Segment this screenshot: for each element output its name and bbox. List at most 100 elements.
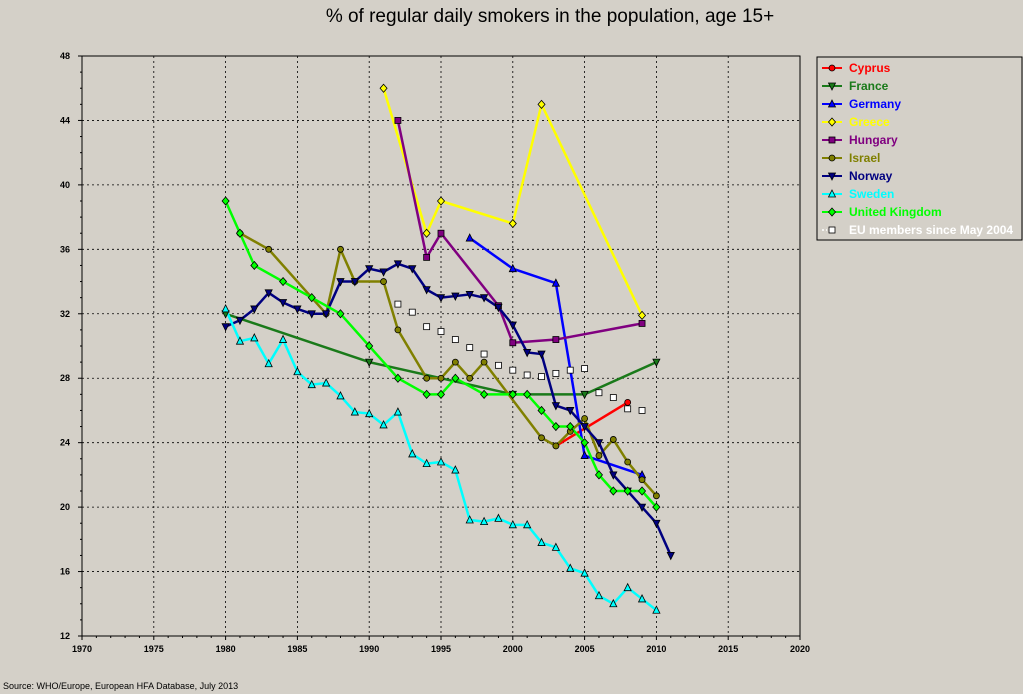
- legend-label-france: France: [849, 79, 889, 93]
- data-point-sweden: [479, 516, 489, 526]
- data-point-norway: [278, 299, 288, 308]
- legend-marker-sweden: [827, 189, 837, 198]
- data-point-sweden: [278, 334, 288, 343]
- data-point-eu-members-since-may-2004: [595, 389, 603, 397]
- data-point-united-kingdom: [436, 389, 446, 399]
- data-point-sweden: [652, 605, 661, 614]
- data-point-greece: [379, 83, 388, 93]
- data-point-norway: [594, 439, 604, 448]
- x-tick-label: 1990: [359, 644, 379, 654]
- data-point-united-kingdom: [365, 341, 374, 351]
- data-point-eu-members-since-may-2004: [509, 366, 517, 374]
- data-point-sweden: [422, 458, 431, 468]
- x-tick-label: 2015: [718, 644, 738, 654]
- data-point-eu-members-since-may-2004: [394, 300, 402, 308]
- data-point-norway: [537, 350, 546, 359]
- data-point-greece: [537, 99, 546, 109]
- data-point-united-kingdom: [580, 438, 589, 448]
- data-point-norway: [365, 265, 374, 274]
- series-line-israel: [239, 232, 658, 497]
- data-point-israel: [480, 358, 488, 366]
- data-point-sweden: [566, 563, 575, 572]
- data-point-united-kingdom: [422, 389, 431, 399]
- data-point-sweden: [508, 519, 517, 529]
- data-point-united-kingdom: [508, 389, 517, 399]
- x-tick-label: 1985: [287, 644, 307, 654]
- series-line-hungary: [396, 120, 643, 345]
- legend-marker-france: [827, 82, 837, 91]
- data-point-norway: [566, 407, 575, 416]
- data-point-france: [580, 390, 589, 400]
- data-point-greece: [436, 196, 446, 206]
- data-point-hungary: [394, 117, 402, 124]
- data-point-eu-members-since-may-2004: [466, 344, 474, 352]
- data-point-norway: [479, 294, 489, 303]
- data-point-sweden: [393, 407, 403, 416]
- data-point-israel: [437, 374, 445, 382]
- data-point-israel: [538, 434, 545, 442]
- legend-marker-greece: [827, 117, 837, 127]
- chart-title: % of regular daily smokers in the popula…: [325, 6, 775, 27]
- data-point-united-kingdom: [566, 421, 575, 432]
- legend-label-united-kingdom: United Kingdom: [849, 205, 942, 219]
- series-lines: [224, 87, 672, 612]
- data-point-france: [365, 358, 374, 368]
- data-point-israel: [638, 476, 646, 484]
- data-point-israel: [609, 436, 617, 443]
- data-point-eu-members-since-may-2004: [638, 407, 646, 414]
- data-point-sweden: [609, 598, 618, 608]
- data-point-israel: [595, 452, 603, 459]
- data-point-eu-members-since-may-2004: [552, 369, 560, 377]
- data-point-sweden: [379, 420, 388, 429]
- data-point-norway: [436, 294, 446, 303]
- data-point-eu-members-since-may-2004: [408, 308, 416, 316]
- data-point-sweden: [523, 519, 532, 529]
- legend-label-germany: Germany: [849, 97, 901, 111]
- legend-marker-hungary: [828, 136, 836, 144]
- data-point-eu-members-since-may-2004: [523, 371, 531, 379]
- series-line-greece: [382, 87, 644, 316]
- data-point-norway: [321, 310, 331, 319]
- data-point-france: [652, 358, 661, 368]
- x-tick-label: 2010: [646, 644, 666, 654]
- data-point-united-kingdom: [451, 373, 460, 383]
- data-point-united-kingdom: [393, 373, 402, 383]
- y-tick-label: 20: [60, 502, 70, 512]
- data-point-norway: [336, 278, 345, 287]
- data-point-israel: [423, 374, 431, 382]
- data-point-norway: [666, 552, 675, 561]
- legend-label-greece: Greece: [849, 115, 890, 129]
- data-point-sweden: [551, 542, 561, 551]
- data-point-eu-members-since-may-2004: [624, 405, 632, 413]
- data-point-united-kingdom: [221, 196, 230, 206]
- data-point-israel: [451, 358, 459, 366]
- data-point-sweden: [365, 408, 374, 418]
- data-point-norway: [652, 519, 661, 529]
- y-tick-label: 24: [60, 438, 70, 448]
- data-point-sweden: [235, 336, 245, 345]
- data-point-israel: [653, 492, 660, 500]
- data-point-norway: [551, 402, 561, 411]
- data-point-sweden: [537, 537, 546, 546]
- legend-marker-norway: [827, 172, 837, 181]
- series-markers: [221, 83, 675, 614]
- data-point-sweden: [307, 379, 316, 389]
- data-point-cyprus: [624, 398, 632, 406]
- legend-label-israel: Israel: [849, 151, 880, 165]
- y-tick-label: 44: [60, 115, 70, 125]
- data-point-eu-members-since-may-2004: [566, 366, 574, 374]
- data-point-united-kingdom: [638, 486, 647, 496]
- data-point-norway: [379, 268, 388, 277]
- data-point-norway: [465, 291, 474, 300]
- data-point-eu-members-since-may-2004: [581, 365, 588, 372]
- data-point-israel: [337, 245, 344, 253]
- data-point-greece: [508, 218, 517, 229]
- series-line-cyprus: [555, 401, 629, 447]
- x-tick-label: 1975: [144, 644, 164, 654]
- data-point-united-kingdom: [480, 389, 489, 399]
- data-point-israel: [380, 278, 387, 285]
- data-point-sweden: [264, 358, 273, 368]
- axes: 1970 1975 1980 1985 1990 1995 2000 2005 2010 2015…: [60, 51, 810, 654]
- data-point-sweden: [465, 515, 474, 524]
